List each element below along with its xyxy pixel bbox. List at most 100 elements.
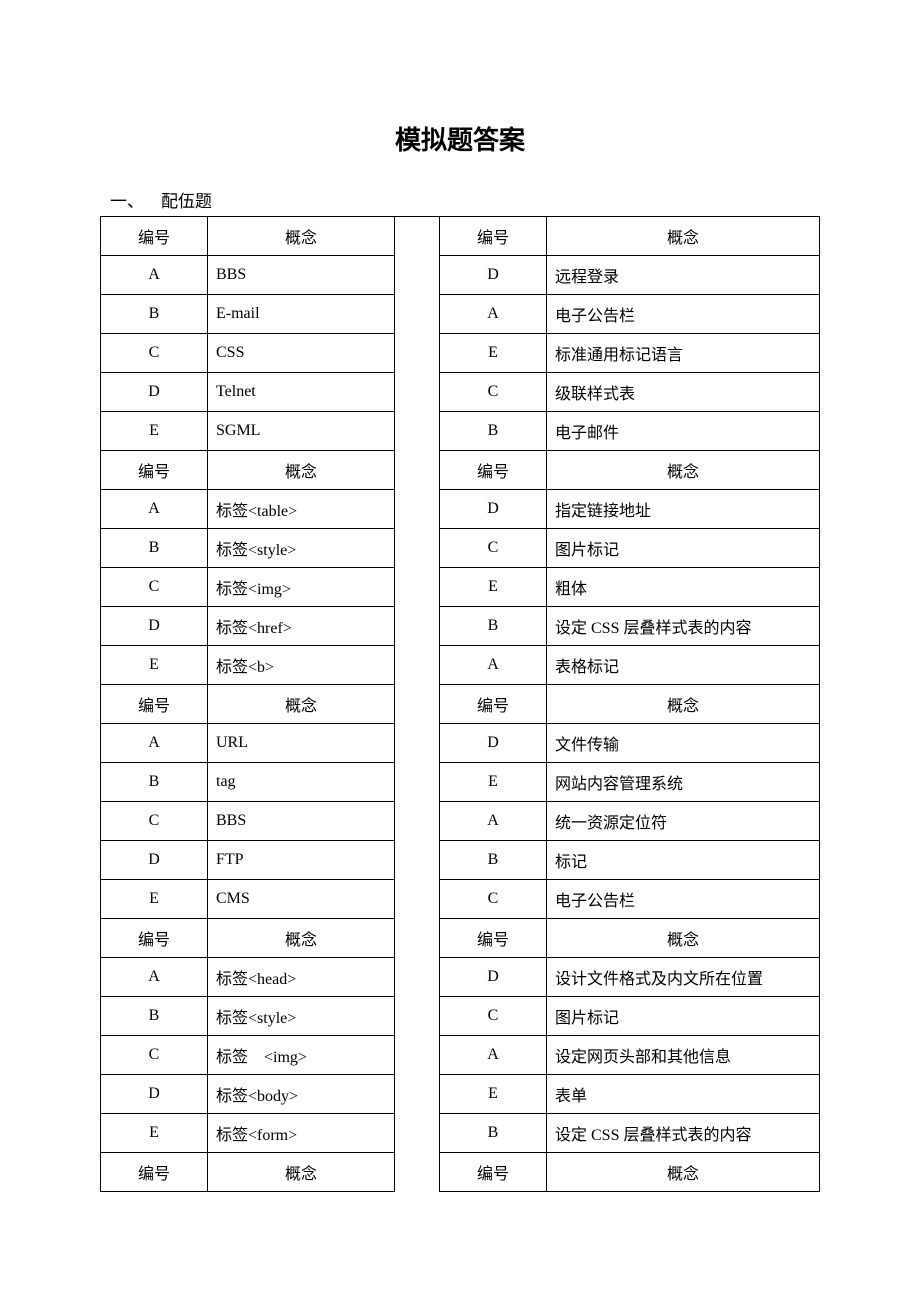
- table-header-row: 编号概念编号概念: [101, 451, 820, 490]
- table-row: CBBSA统一资源定位符: [101, 802, 820, 841]
- table-row: C标签<img> E粗体: [101, 568, 820, 607]
- right-id: D: [440, 490, 547, 529]
- right-concept: 粗体: [547, 568, 820, 607]
- table-row: DFTPB标记: [101, 841, 820, 880]
- col-concept-right: 概念: [547, 919, 820, 958]
- gap: [395, 841, 440, 880]
- table-row: CCSSE标准通用标记语言: [101, 334, 820, 373]
- left-id: D: [101, 1075, 208, 1114]
- right-id: C: [440, 373, 547, 412]
- table-row: B标签<style>C图片标记: [101, 997, 820, 1036]
- col-id-right: 编号: [440, 451, 547, 490]
- gap: [395, 412, 440, 451]
- table-row: C标签 <img> A设定网页头部和其他信息: [101, 1036, 820, 1075]
- right-concept: 标记: [547, 841, 820, 880]
- left-concept: BBS: [208, 256, 395, 295]
- table-row: B标签<style>C图片标记: [101, 529, 820, 568]
- left-concept: 标签<style>: [208, 529, 395, 568]
- left-id: B: [101, 295, 208, 334]
- left-id: C: [101, 568, 208, 607]
- gap: [395, 646, 440, 685]
- table-header-row: 编号概念编号概念: [101, 919, 820, 958]
- left-concept: 标签<img>: [208, 568, 395, 607]
- right-concept: 文件传输: [547, 724, 820, 763]
- gap: [395, 685, 440, 724]
- section-heading: 一、 配伍题: [110, 187, 820, 212]
- col-id-right: 编号: [440, 217, 547, 256]
- left-id: A: [101, 490, 208, 529]
- table-row: ECMSC电子公告栏: [101, 880, 820, 919]
- gap: [395, 724, 440, 763]
- table-row: AURLD文件传输: [101, 724, 820, 763]
- table-row: E标签<b>A表格标记: [101, 646, 820, 685]
- page-title: 模拟题答案: [100, 120, 820, 157]
- col-id-left: 编号: [101, 217, 208, 256]
- left-concept: Telnet: [208, 373, 395, 412]
- left-id: E: [101, 412, 208, 451]
- col-id-left: 编号: [101, 685, 208, 724]
- right-id: E: [440, 568, 547, 607]
- col-concept-left: 概念: [208, 919, 395, 958]
- right-concept: 标准通用标记语言: [547, 334, 820, 373]
- left-concept: 标签 <img>: [208, 1036, 395, 1075]
- right-concept: 设定网页头部和其他信息: [547, 1036, 820, 1075]
- right-concept: 表单: [547, 1075, 820, 1114]
- gap: [395, 1036, 440, 1075]
- left-id: B: [101, 529, 208, 568]
- left-concept: URL: [208, 724, 395, 763]
- gap: [395, 958, 440, 997]
- left-id: E: [101, 1114, 208, 1153]
- gap: [395, 256, 440, 295]
- right-concept: 级联样式表: [547, 373, 820, 412]
- right-id: D: [440, 958, 547, 997]
- gap: [395, 217, 440, 256]
- right-concept: 图片标记: [547, 997, 820, 1036]
- col-id-left: 编号: [101, 1153, 208, 1192]
- col-id-right: 编号: [440, 685, 547, 724]
- right-id: E: [440, 763, 547, 802]
- left-concept: 标签<href>: [208, 607, 395, 646]
- gap: [395, 997, 440, 1036]
- table-row: DTelnet C级联样式表: [101, 373, 820, 412]
- right-concept: 电子公告栏: [547, 295, 820, 334]
- gap: [395, 568, 440, 607]
- gap: [395, 763, 440, 802]
- right-id: D: [440, 724, 547, 763]
- left-id: E: [101, 880, 208, 919]
- left-concept: 标签<style>: [208, 997, 395, 1036]
- right-id: A: [440, 295, 547, 334]
- right-id: E: [440, 1075, 547, 1114]
- left-concept: 标签<b>: [208, 646, 395, 685]
- col-concept-right: 概念: [547, 685, 820, 724]
- left-id: C: [101, 334, 208, 373]
- col-id-right: 编号: [440, 1153, 547, 1192]
- gap: [395, 1153, 440, 1192]
- gap: [395, 334, 440, 373]
- left-id: B: [101, 997, 208, 1036]
- col-concept-left: 概念: [208, 1153, 395, 1192]
- gap: [395, 451, 440, 490]
- right-id: B: [440, 607, 547, 646]
- table-row: D标签<href>B设定 CSS 层叠样式表的内容: [101, 607, 820, 646]
- right-concept: 设定 CSS 层叠样式表的内容: [547, 607, 820, 646]
- right-concept: 设定 CSS 层叠样式表的内容: [547, 1114, 820, 1153]
- col-concept-right: 概念: [547, 217, 820, 256]
- right-concept: 电子公告栏: [547, 880, 820, 919]
- right-id: A: [440, 1036, 547, 1075]
- right-id: B: [440, 841, 547, 880]
- right-concept: 图片标记: [547, 529, 820, 568]
- left-concept: 标签<head>: [208, 958, 395, 997]
- gap: [395, 802, 440, 841]
- right-concept: 电子邮件: [547, 412, 820, 451]
- col-concept-left: 概念: [208, 685, 395, 724]
- right-id: A: [440, 646, 547, 685]
- left-concept: E-mail: [208, 295, 395, 334]
- left-id: D: [101, 841, 208, 880]
- table-row: BE-mail A电子公告栏: [101, 295, 820, 334]
- table-row: ESGMLB电子邮件: [101, 412, 820, 451]
- col-id-left: 编号: [101, 919, 208, 958]
- left-concept: CMS: [208, 880, 395, 919]
- left-id: C: [101, 1036, 208, 1075]
- left-id: D: [101, 373, 208, 412]
- table-row: ABBSD远程登录: [101, 256, 820, 295]
